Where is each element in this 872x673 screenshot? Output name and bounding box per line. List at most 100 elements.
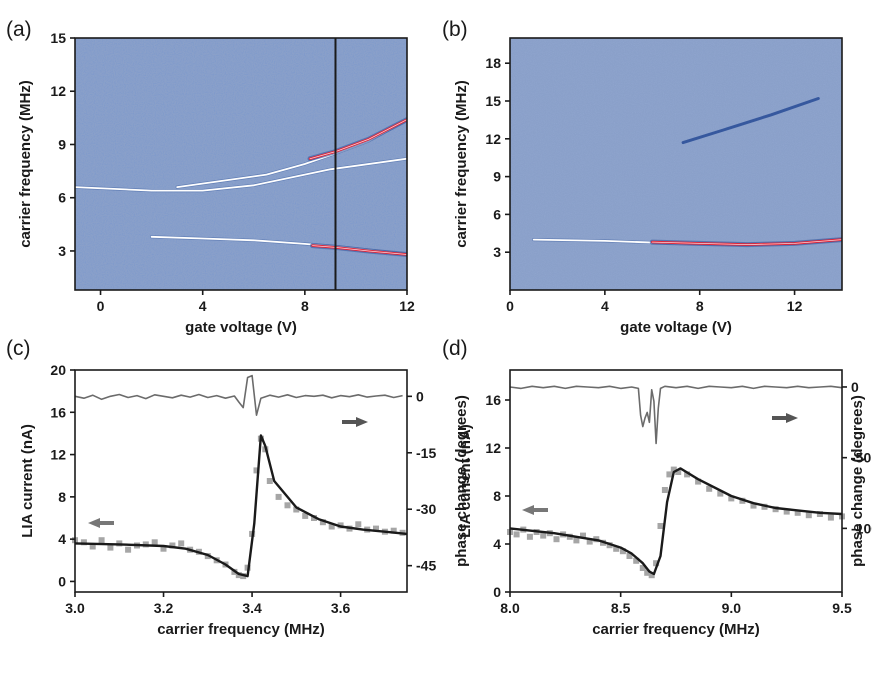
y-tick-label: 12 <box>485 440 501 456</box>
x-tick-label: 8 <box>696 298 704 314</box>
x-tick-label: 9.5 <box>832 600 852 616</box>
y-tick-label: 3 <box>493 244 501 260</box>
y-right-tick-label: 0 <box>416 388 424 404</box>
x-tick-label: 8.5 <box>611 600 631 616</box>
y-tick-label: 9 <box>58 136 66 152</box>
y-tick-label: 0 <box>493 584 501 600</box>
x-tick-label: 12 <box>399 298 415 314</box>
x-tick-label: 4 <box>601 298 609 314</box>
heatmap-a <box>75 38 407 290</box>
y-tick-label: 12 <box>485 131 501 147</box>
data-point <box>657 523 664 529</box>
data-point <box>355 521 362 528</box>
data-point <box>706 485 713 492</box>
x-tick-label: 12 <box>787 298 803 314</box>
resonance-highlight <box>309 119 407 160</box>
data-point <box>160 545 167 552</box>
y-axis-title: LIA current (nA) <box>457 424 474 538</box>
data-point <box>580 532 586 539</box>
y-tick-label: 9 <box>493 169 501 185</box>
data-point <box>284 502 291 509</box>
heatmap-body <box>510 38 842 290</box>
x-tick-label: 3.6 <box>331 600 351 616</box>
data-point <box>670 466 677 473</box>
y-tick-label: 16 <box>485 392 501 408</box>
y-right-tick-label: -15 <box>416 445 436 461</box>
panel-letter-a: (a) <box>6 18 32 41</box>
y-tick-label: 16 <box>50 404 66 420</box>
x-tick-label: 3.2 <box>154 600 174 616</box>
data-point <box>293 506 300 513</box>
y-tick-label: 6 <box>58 190 66 206</box>
data-point <box>253 467 260 474</box>
plot-frame <box>74 369 408 593</box>
panel-letter-d: (d) <box>442 337 468 360</box>
y-tick-label: 8 <box>58 489 66 505</box>
x-axis-title: gate voltage (V) <box>620 319 732 336</box>
x-axis-title: gate voltage (V) <box>185 319 297 336</box>
arrow-right-icon <box>772 413 798 423</box>
x-tick-label: 0 <box>97 298 105 314</box>
data-point <box>540 532 547 539</box>
data-point <box>675 469 682 475</box>
panel-a: (a) 0 4 8 12 3 6 9 12 15 gate voltage (V) carrier … <box>6 18 415 336</box>
phase-curve <box>509 385 843 445</box>
x-tick-label: 4 <box>199 298 207 314</box>
data-point <box>266 478 273 484</box>
data-point <box>169 542 176 549</box>
y-right-axis-title: phase change (degrees) <box>453 395 470 567</box>
data-point <box>513 531 520 538</box>
y-axis-title: LIA current (nA) <box>19 424 36 538</box>
data-point <box>98 537 105 544</box>
data-point <box>639 565 646 571</box>
heatmap-noise <box>510 38 842 290</box>
data-point <box>80 539 87 546</box>
plot-d: 8.0 8.5 9.0 9.5 0 4 8 12 16 0 -50 -100 carrier frequ… <box>457 369 872 638</box>
y-tick-label: 6 <box>493 206 501 222</box>
data-point <box>666 471 673 478</box>
y-tick-label: 0 <box>58 573 66 589</box>
data-point <box>275 493 282 500</box>
data-point <box>89 543 96 550</box>
resonance-line-light <box>75 157 407 192</box>
resonance-highlight <box>312 245 407 255</box>
data-point <box>573 537 580 544</box>
arrow-left-icon <box>522 505 548 515</box>
data-point <box>373 525 379 532</box>
x-axis-title: carrier frequency (MHz) <box>592 621 760 638</box>
resonance-line-dark <box>681 97 820 145</box>
y-tick-label: 20 <box>50 362 66 378</box>
data-point <box>648 572 655 579</box>
arrow-right-icon <box>342 417 368 427</box>
x-tick-label: 8 <box>301 298 309 314</box>
data-point <box>695 478 702 485</box>
data-point <box>319 519 326 526</box>
resonance-highlight <box>651 239 842 246</box>
y-tick-label: 4 <box>493 536 501 552</box>
y-tick-label: 8 <box>493 488 501 504</box>
panel-b: (b) 0 4 8 12 3 6 9 12 15 18 gate voltage (V) carrie… <box>442 18 843 336</box>
data-points <box>72 435 406 580</box>
data-point <box>794 509 801 516</box>
panel-letter-c: (c) <box>6 337 31 360</box>
y-tick-label: 4 <box>58 531 66 547</box>
heatmap-body <box>75 38 407 290</box>
data-point <box>619 548 626 555</box>
x-tick-label: 3.4 <box>242 600 262 616</box>
x-tick-label: 3.0 <box>65 600 85 616</box>
y-tick-label: 3 <box>58 243 66 259</box>
y-tick-label: 15 <box>485 93 501 109</box>
data-point <box>728 495 735 502</box>
fit-curve <box>74 434 408 578</box>
plot-c: 3.0 3.2 3.4 3.6 0 4 8 12 16 20 0 -15 -30 -45 carrier f… <box>19 362 470 638</box>
data-point <box>107 544 114 551</box>
y-tick-label: 18 <box>485 55 501 71</box>
x-tick-label: 9.0 <box>722 600 742 616</box>
y-tick-label: 15 <box>50 30 66 46</box>
data-point <box>827 514 834 521</box>
fit-curve <box>509 467 843 576</box>
y-axis-title: carrier frequency (MHz) <box>453 80 470 248</box>
data-point <box>644 569 651 576</box>
data-point <box>553 536 560 543</box>
